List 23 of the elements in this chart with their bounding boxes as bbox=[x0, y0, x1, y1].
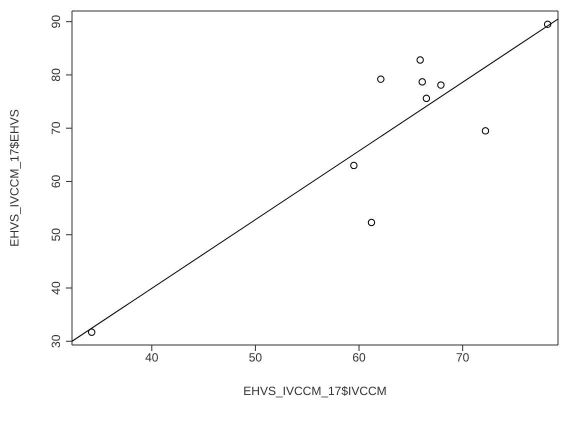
point bbox=[544, 20, 552, 28]
y-tick-label: 80 bbox=[49, 68, 63, 82]
point bbox=[350, 162, 358, 170]
x-tick-label: 40 bbox=[145, 350, 159, 365]
point bbox=[88, 328, 96, 336]
point bbox=[368, 218, 376, 226]
y-tick-label: 90 bbox=[49, 14, 63, 28]
point bbox=[437, 81, 445, 89]
point bbox=[422, 94, 430, 102]
x-axis-title: EHVS_IVCCM_17$IVCCM bbox=[243, 384, 387, 398]
y-tick-label: 60 bbox=[49, 174, 63, 188]
x-tick-label: 70 bbox=[456, 350, 470, 365]
y-tick-label: 40 bbox=[49, 281, 63, 295]
x-tick-label: 50 bbox=[248, 350, 262, 365]
y-tick-label: 30 bbox=[49, 334, 63, 348]
y-tick-label: 70 bbox=[49, 121, 63, 135]
point bbox=[416, 56, 424, 64]
y-axis-title: EHVS_IVCCM_17$EHVS bbox=[7, 109, 22, 247]
point bbox=[482, 127, 490, 135]
x-tick-label: 60 bbox=[352, 350, 366, 365]
y-tick-label: 50 bbox=[49, 228, 63, 242]
point bbox=[418, 78, 426, 86]
point bbox=[377, 75, 384, 83]
